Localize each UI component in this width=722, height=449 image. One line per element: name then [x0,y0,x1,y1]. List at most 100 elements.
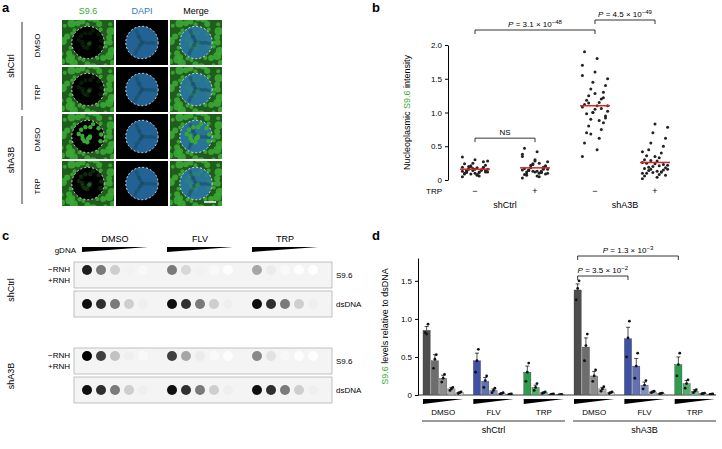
micrograph [62,114,114,159]
blot-dot [294,299,304,309]
micrograph-bg [116,20,168,65]
blot-dot [181,299,191,309]
cytoplasm-signal [63,71,67,75]
data-point [641,150,644,153]
nucleus [72,26,104,58]
nucleus [126,120,158,152]
replicate-point [502,391,505,394]
data-point [461,175,464,178]
annotation: P = 3.1 × 10−48 [508,19,562,29]
data-point [478,171,481,174]
cytoplasm-signal [89,110,97,112]
cytoplasm-signal [187,20,193,25]
cytoplasm-signal [200,67,208,70]
replicate-point [602,385,605,388]
bar [624,339,631,395]
column-header: DMSO [102,234,129,244]
annotation-exponent: −3 [646,245,654,251]
cytoplasm-signal [69,140,73,144]
nuclear-signal [191,31,195,35]
data-point [591,111,594,114]
cytoplasm-signal [170,131,175,139]
cytoplasm-signal [104,157,108,159]
nuclear-signal [86,89,90,93]
data-point [666,126,669,129]
nuclear-signal [86,42,90,46]
micrograph [116,161,168,206]
cytoplasm-signal [170,37,175,45]
replicate-point [526,371,529,374]
nuclear-signal [99,38,103,42]
micrograph [170,161,222,206]
replicate-point [685,382,688,385]
annotation-text: = 1.3 × 10 [608,246,647,255]
panel-letter: a [2,0,10,15]
nuclear-signal [187,175,191,179]
cytoplasm-signal [69,93,73,97]
blot-dot [167,351,177,361]
blot-dot [124,299,134,309]
cytoplasm-signal [110,60,114,65]
cytoplasm-signal [92,20,100,23]
replicate-point [534,386,537,389]
tick-label: 1.0 [401,315,413,324]
cytoplasm-signal [63,24,67,28]
cytoplasm-signal [178,32,182,36]
cytoplasm-signal [171,71,175,75]
chromatin [134,76,138,80]
nuclear-signal [96,32,100,36]
cytoplasm-signal [178,79,182,83]
y-tick: 2.0 [431,41,448,50]
nucleus-outline [180,120,212,152]
axis-title-part: Nucleoplasmic [402,109,412,170]
micrograph-bg [170,161,222,206]
micrograph [116,67,168,112]
cytoplasm-signal [67,114,75,121]
data-point [461,166,464,169]
replicate-point [593,375,596,378]
replicate-point [677,363,680,366]
nuclear-signal [187,128,191,132]
data-point [664,174,667,177]
cytoplasm [62,114,114,159]
chromatin [138,184,142,188]
blot-dot [110,385,120,395]
cytoplasm-signal [174,97,180,103]
cluster-label: shA3B [612,200,639,210]
mean-line [580,105,610,107]
data-point [482,166,485,169]
axis-title-part: levels relative to dsDNA [380,268,390,366]
nucleus-outline [180,26,212,58]
nuclear-signal [206,186,210,190]
tick-mark [445,79,448,80]
blot-dot [110,299,120,309]
cytoplasm [62,67,114,112]
cytoplasm-signal [177,140,181,144]
row-label: DMSO [33,128,42,152]
blot-dot [266,299,276,309]
replicate-point [684,387,687,390]
annotation-exponent: −49 [642,9,653,15]
blot-dot [308,265,318,275]
replicate-point [435,353,438,356]
replicate-point [661,392,664,395]
data-point [651,171,654,174]
cytoplasm-signal [107,74,114,82]
y-tick: 1.0 [401,315,418,324]
data-point [647,148,650,151]
nuclear-signal [88,31,92,35]
blot-dot [96,265,106,275]
cytoplasm-signal [65,56,73,64]
cytoplasm-signal [84,202,90,206]
nucleus-outline [126,167,158,199]
block-label: shA3B [6,363,16,390]
micrograph [62,67,114,112]
data-point [658,164,661,167]
dilution-wedge [82,247,148,252]
cytoplasm-signal [171,24,175,28]
data-point [474,158,477,161]
cytoplasm-signal [107,168,114,176]
cytoplasm-signal [63,118,67,122]
nucleus-outline [72,26,104,58]
cytoplasm-signal [212,63,216,65]
